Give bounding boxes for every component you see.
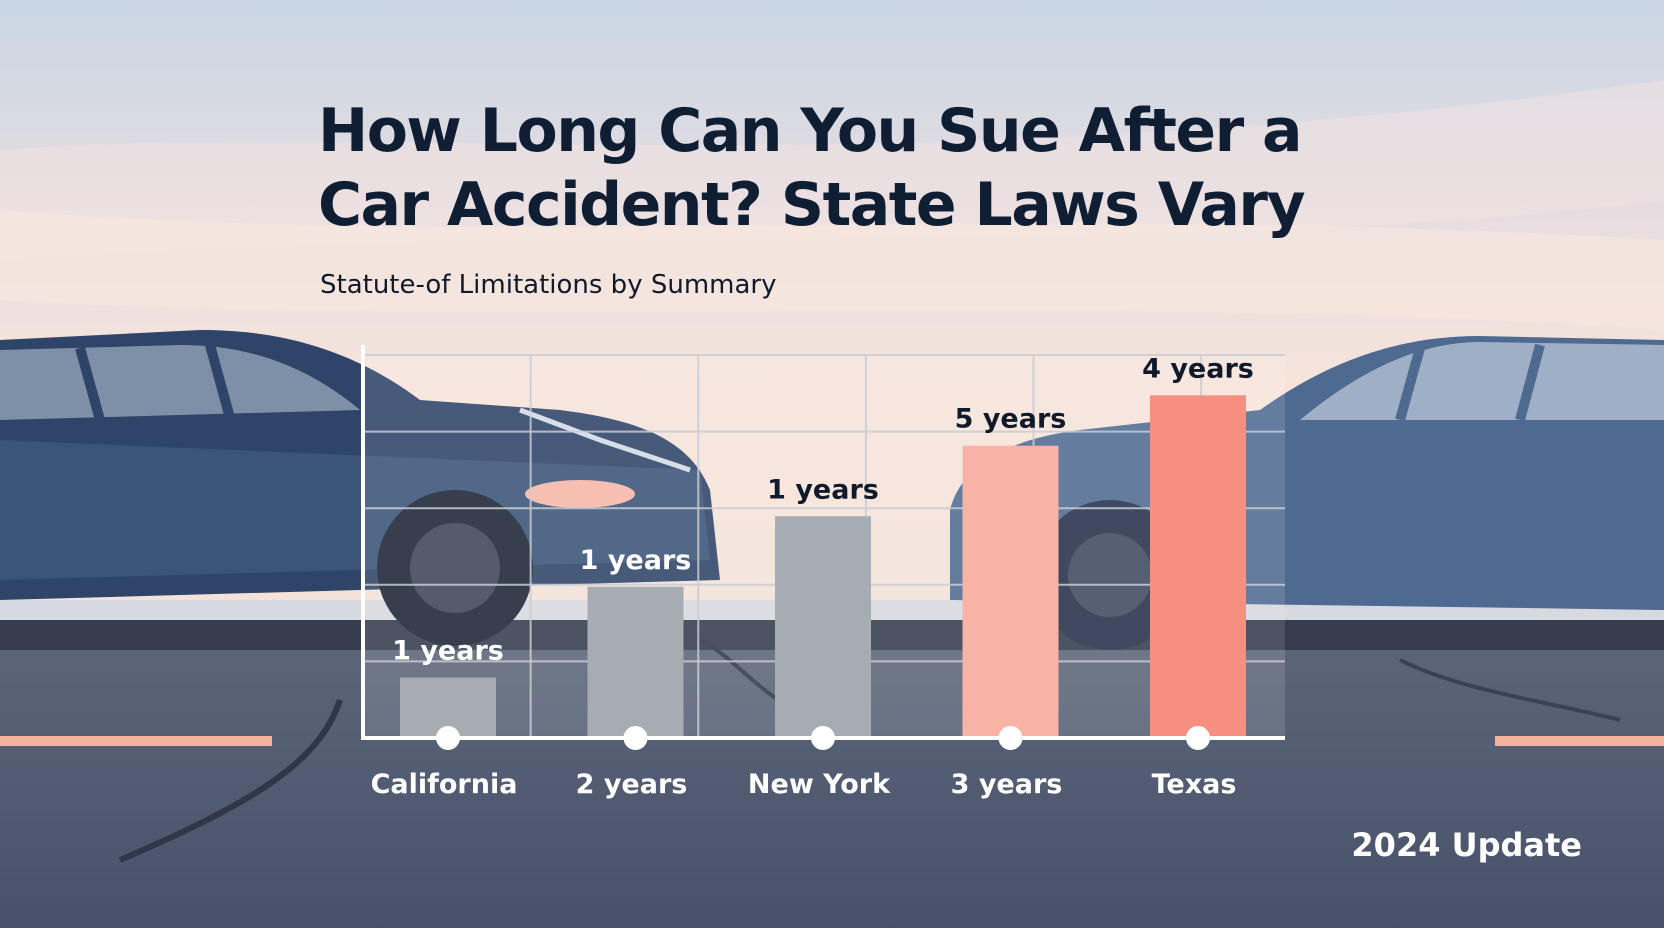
bar-4: [962, 445, 1059, 738]
bar-2: [587, 586, 684, 738]
bar-3: [775, 516, 871, 738]
x-tick-dot-1: [436, 726, 460, 750]
right-car-illustration: [950, 336, 1664, 650]
data-label-2: 1 years: [580, 545, 692, 576]
left-car-illustration: [0, 330, 720, 646]
x-tick-label-5: Texas: [1152, 769, 1237, 800]
data-label-1: 1 years: [392, 636, 504, 667]
x-tick-dot-3: [811, 726, 835, 750]
x-tick-label-2: 2 years: [576, 769, 688, 800]
update-badge: 2024 Update: [1351, 826, 1582, 864]
x-tick-dot-4: [998, 726, 1023, 750]
x-tick-dot-5: [1186, 726, 1210, 750]
data-label-4: 5 years: [955, 404, 1067, 435]
bar-5: [1150, 395, 1246, 738]
data-label-3: 1 years: [767, 474, 879, 505]
x-tick-label-4: 3 years: [951, 769, 1063, 800]
x-tick-dot-2: [623, 726, 648, 750]
chart-subtitle: Statute-of Limitations by Summary: [320, 270, 777, 300]
x-tick-label-1: California: [371, 769, 518, 800]
page-title: How Long Can You Sue After a Car Acciden…: [318, 96, 1306, 240]
data-label-5: 4 years: [1142, 353, 1254, 384]
x-tick-label-3: New York: [748, 769, 891, 800]
